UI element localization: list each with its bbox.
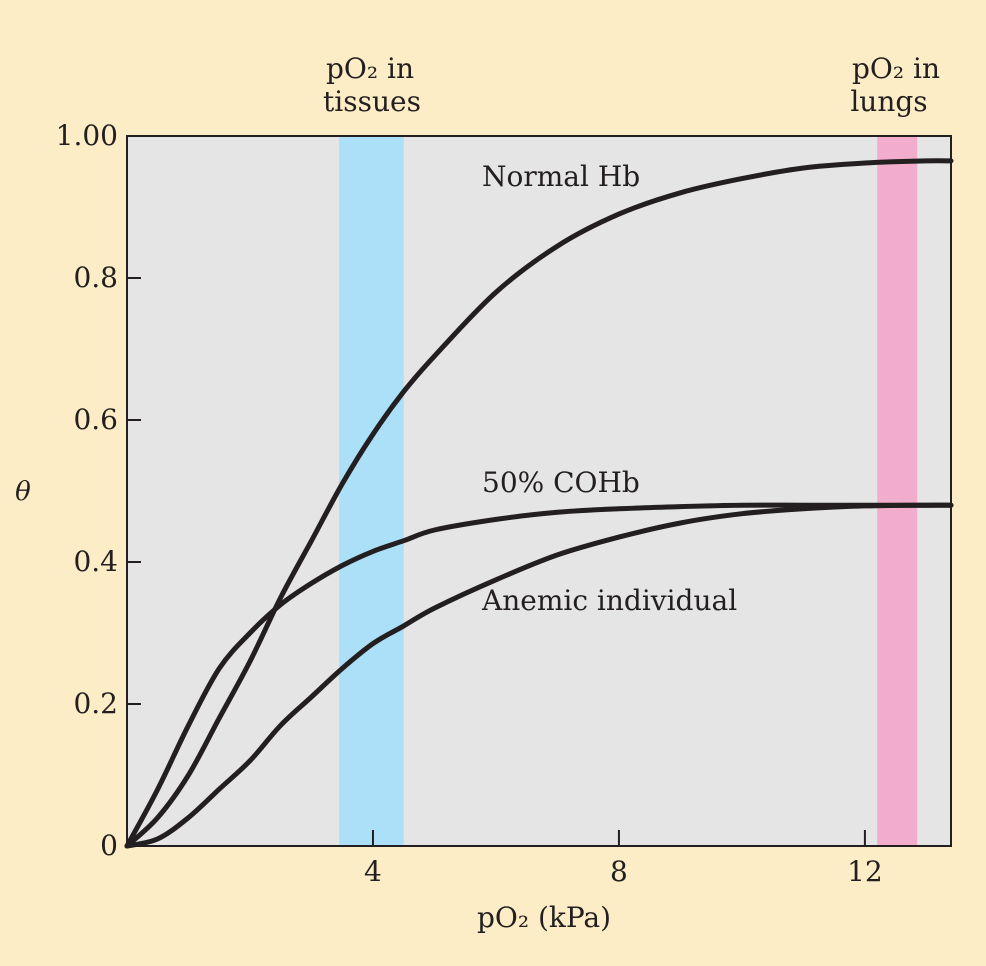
x-axis-label: pO₂ (kPa)	[477, 901, 611, 934]
y-tick-label: 0.2	[73, 687, 118, 720]
plot-area	[127, 136, 951, 846]
normal-hb-curve	[124, 158, 954, 849]
x-tick-label: 8	[610, 855, 628, 888]
y-axis-label: θ	[15, 477, 31, 507]
plot-frame	[126, 135, 952, 847]
y-tick-label: 0	[100, 829, 118, 862]
series-label-anemic: Anemic individual	[481, 584, 737, 617]
tissue-band	[339, 136, 404, 846]
lung-band-label-line2: lungs	[850, 85, 927, 118]
series-label-cohb: 50% COHb	[482, 466, 640, 499]
tissue-band-label-line2: tissues	[323, 85, 421, 118]
series-label-normal-hb: Normal Hb	[482, 160, 640, 193]
y-tick-label: 0.8	[73, 261, 118, 294]
curves-layer	[124, 158, 954, 849]
lung-band	[877, 136, 918, 846]
y-tick-label: 1.00	[56, 119, 118, 152]
bands-layer	[339, 136, 918, 846]
y-tick-label: 0.4	[73, 545, 118, 578]
anemic-curve	[124, 502, 954, 849]
x-tick-label: 12	[847, 855, 883, 888]
lung-band-label-line1: pO₂ in	[852, 52, 940, 85]
y-tick-label: 0.6	[73, 403, 118, 436]
tissue-band-label-line1: pO₂ in	[326, 52, 414, 85]
x-tick-label: 4	[364, 855, 382, 888]
cohb-curve	[124, 502, 954, 849]
ticks-layer: 0 0.2 0.4 0.6 0.8 1.00 4 8 12	[56, 119, 883, 888]
